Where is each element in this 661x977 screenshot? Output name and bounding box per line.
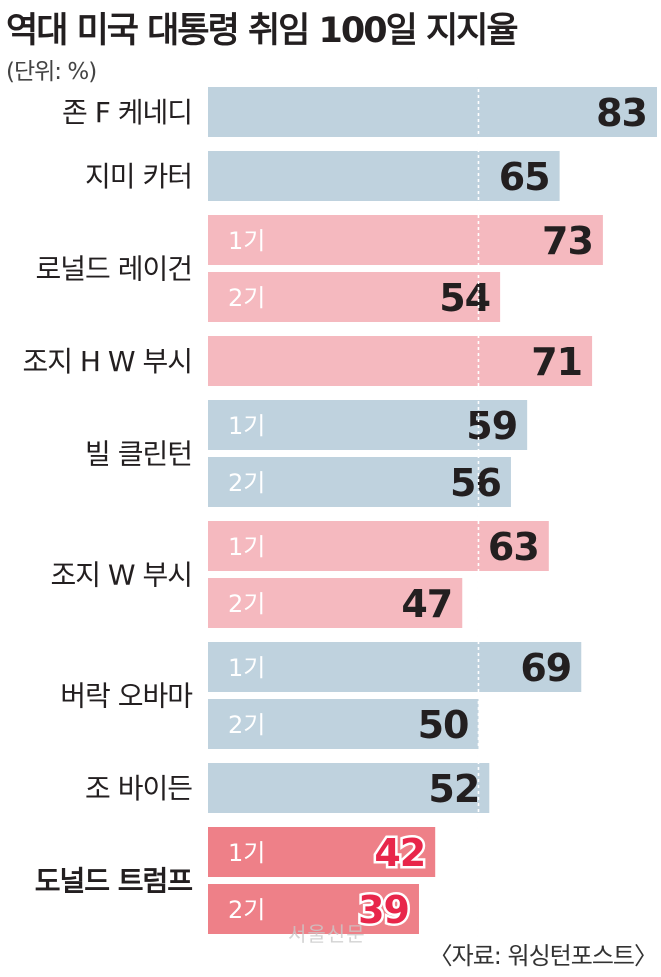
- value-label: 83: [596, 91, 647, 135]
- president-label: 빌 클린턴: [85, 438, 192, 471]
- president-label: 도널드 트럼프: [35, 865, 193, 898]
- value-label: 39: [358, 888, 409, 932]
- value-label: 59: [466, 404, 517, 448]
- bar: [208, 699, 479, 749]
- president-group: 1기 69 2기 50 버락 오바마: [60, 642, 582, 749]
- term-label: 2기: [228, 590, 265, 618]
- term-label: 1기: [228, 227, 265, 255]
- president-group: 52 조 바이든: [85, 763, 490, 813]
- president-label: 조지 H W 부시: [23, 345, 192, 378]
- value-label: 52: [428, 767, 479, 811]
- president-group: 65 지미 카터: [85, 151, 560, 201]
- bar: [208, 272, 501, 322]
- term-label: 1기: [228, 839, 265, 867]
- value-label: 71: [531, 340, 582, 384]
- term-label: 1기: [228, 412, 265, 440]
- value-label: 54: [439, 276, 490, 320]
- bar: [208, 578, 463, 628]
- watermark: 서울신문: [288, 922, 366, 946]
- bar: [208, 457, 511, 507]
- bar: [208, 151, 560, 201]
- term-label: 2기: [228, 284, 265, 312]
- value-label: 65: [499, 155, 550, 199]
- bar: [208, 400, 528, 450]
- president-label: 조지 W 부시: [50, 559, 192, 592]
- value-label: 69: [520, 646, 571, 690]
- president-label: 조 바이든: [85, 772, 192, 805]
- president-label: 로널드 레이건: [36, 253, 192, 286]
- president-group: 71 조지 H W 부시: [23, 336, 593, 386]
- source-note: 〈자료: 워싱턴포스트〉: [428, 942, 658, 970]
- bar: [208, 215, 603, 265]
- bar: [208, 884, 419, 934]
- value-label: 73: [542, 219, 593, 263]
- value-label: 56: [450, 461, 501, 505]
- value-label: 47: [401, 582, 452, 626]
- president-label: 존 F 케네디: [62, 96, 192, 129]
- value-label: 42: [374, 831, 425, 875]
- president-group: 83 존 F 케네디: [62, 87, 657, 137]
- term-label: 1기: [228, 654, 265, 682]
- bar: [208, 827, 436, 877]
- bar: [208, 336, 593, 386]
- president-group: 1기 59 2기 56 빌 클린턴: [85, 400, 528, 507]
- value-label: 50: [418, 703, 469, 747]
- chart-title: 역대 미국 대통령 취임 100일 지지율: [6, 11, 519, 51]
- term-label: 1기: [228, 533, 265, 561]
- president-group: 1기 73 2기 54 로널드 레이건: [36, 215, 603, 322]
- unit-label: (단위: %): [6, 59, 97, 85]
- president-group: 1기 63 2기 47 조지 W 부시: [50, 521, 549, 628]
- bar: [208, 642, 582, 692]
- president-group: 1기 42 2기 39 도널드 트럼프: [35, 827, 436, 935]
- term-label: 2기: [228, 896, 265, 924]
- term-label: 2기: [228, 469, 265, 497]
- president-label: 버락 오바마: [60, 680, 192, 713]
- bar: [208, 87, 657, 137]
- term-label: 2기: [228, 711, 265, 739]
- value-label: 63: [488, 525, 539, 569]
- bar: [208, 763, 490, 813]
- president-label: 지미 카터: [85, 160, 192, 193]
- bar: [208, 521, 549, 571]
